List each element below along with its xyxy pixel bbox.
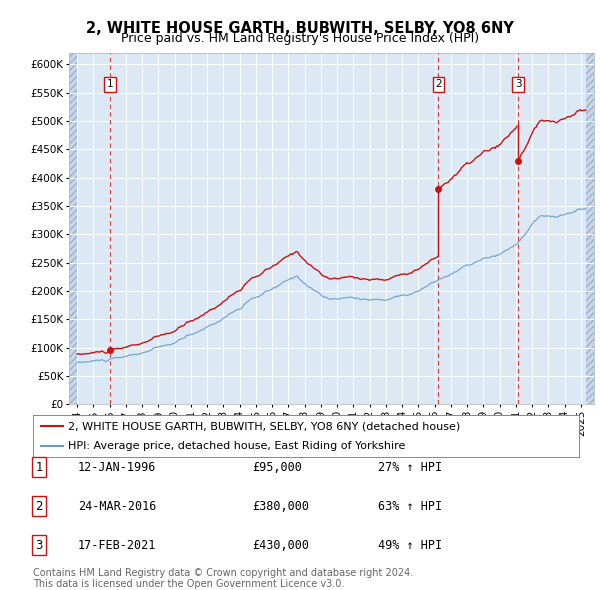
Text: 49% ↑ HPI: 49% ↑ HPI [378,539,442,552]
Text: 12-JAN-1996: 12-JAN-1996 [78,461,157,474]
Text: 17-FEB-2021: 17-FEB-2021 [78,539,157,552]
Text: 1: 1 [107,79,113,89]
Text: 3: 3 [35,539,43,552]
Text: 63% ↑ HPI: 63% ↑ HPI [378,500,442,513]
Text: 24-MAR-2016: 24-MAR-2016 [78,500,157,513]
Text: £380,000: £380,000 [252,500,309,513]
Text: 2, WHITE HOUSE GARTH, BUBWITH, SELBY, YO8 6NY: 2, WHITE HOUSE GARTH, BUBWITH, SELBY, YO… [86,21,514,35]
Text: 27% ↑ HPI: 27% ↑ HPI [378,461,442,474]
Text: 2: 2 [35,500,43,513]
Text: HPI: Average price, detached house, East Riding of Yorkshire: HPI: Average price, detached house, East… [68,441,406,451]
Text: £430,000: £430,000 [252,539,309,552]
Bar [69,53,77,404]
Text: Price paid vs. HM Land Registry's House Price Index (HPI): Price paid vs. HM Land Registry's House … [121,32,479,45]
Text: Contains HM Land Registry data © Crown copyright and database right 2024.
This d: Contains HM Land Registry data © Crown c… [33,568,413,589]
Text: 2: 2 [435,79,442,89]
Text: 3: 3 [515,79,521,89]
Text: 1: 1 [35,461,43,474]
Bar [586,53,594,404]
Text: 2, WHITE HOUSE GARTH, BUBWITH, SELBY, YO8 6NY (detached house): 2, WHITE HOUSE GARTH, BUBWITH, SELBY, YO… [68,421,461,431]
Text: £95,000: £95,000 [252,461,302,474]
